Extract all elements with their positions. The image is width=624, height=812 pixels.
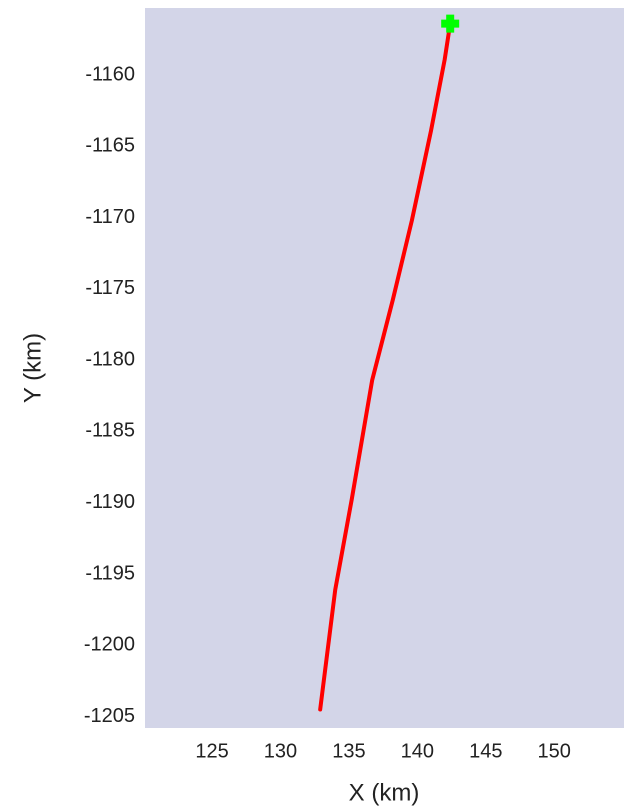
y-axis-label: Y (km) xyxy=(19,333,46,403)
y-tick-label: -1180 xyxy=(85,348,135,370)
x-tick-label: 130 xyxy=(264,740,297,762)
y-tick-label: -1175 xyxy=(85,277,135,299)
x-axis-label: X (km) xyxy=(349,779,420,806)
y-tick-label: -1160 xyxy=(85,63,135,85)
y-tick-label: -1190 xyxy=(85,491,135,513)
y-tick-label: -1185 xyxy=(85,420,135,442)
y-tick-label: -1195 xyxy=(85,562,135,584)
y-tick-label: -1205 xyxy=(84,705,135,727)
x-tick-label: 135 xyxy=(332,740,365,762)
x-tick-label: 150 xyxy=(538,740,571,762)
y-tick-label: -1165 xyxy=(85,135,135,157)
x-tick-label: 145 xyxy=(469,740,502,762)
x-tick-label: 140 xyxy=(401,740,434,762)
plot-background xyxy=(145,8,624,728)
y-tick-label: -1170 xyxy=(85,206,135,228)
chart: X (km) Y (km) -1160 -1165 -1170 -1175 -1180 -… xyxy=(0,0,624,812)
x-tick-label: 125 xyxy=(195,740,228,762)
y-tick-label: -1200 xyxy=(84,634,135,656)
